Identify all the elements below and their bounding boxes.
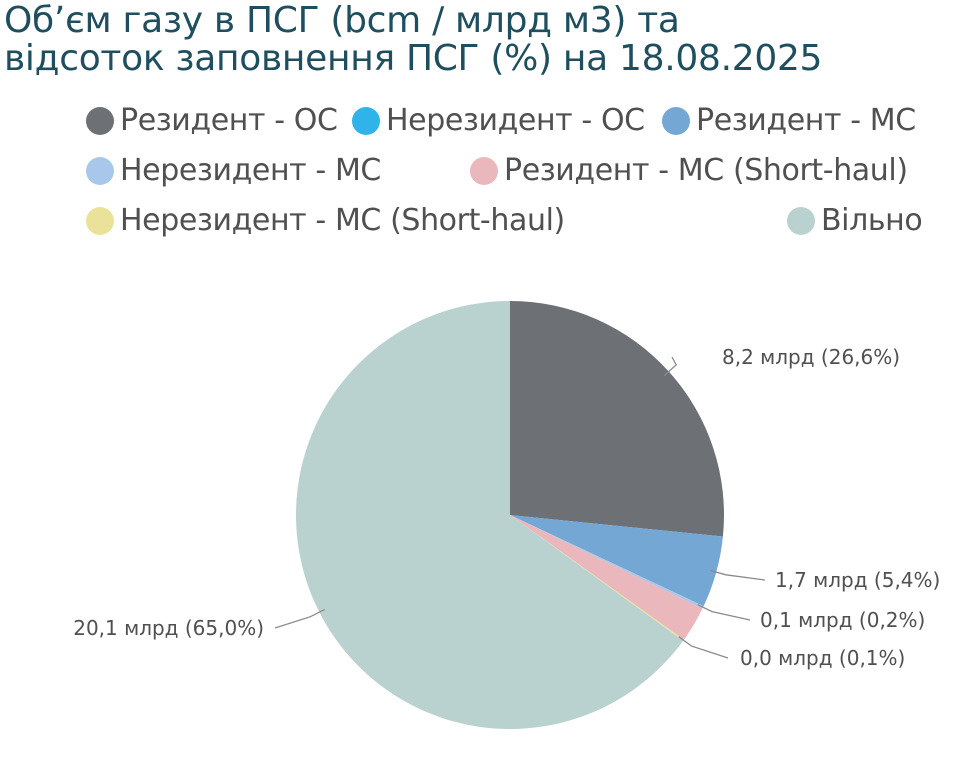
legend-swatch-nonresident-ms-short-haul <box>86 206 114 235</box>
legend-item-free: Вільно <box>787 203 923 238</box>
legend-label-free: Вільно <box>821 203 923 238</box>
pie-slice-0 <box>510 301 725 537</box>
legend-swatch-free <box>787 206 815 235</box>
legend-label-nonresident-ms: Нерезидент - МС <box>120 153 381 188</box>
legend-swatch-resident-ms-short-haul <box>470 156 498 185</box>
legend-swatch-resident-ms <box>662 106 690 135</box>
chart-title-line-1: Об’єм газу в ПСГ (bcm / млрд м3) та <box>4 0 680 41</box>
data-label-3: 0,1 млрд (0,2%) <box>760 608 925 632</box>
legend-item-resident-os: Резидент - ОС <box>86 103 338 138</box>
chart-legend: Резидент - ОС Нерезидент - ОС Резидент -… <box>0 0 980 260</box>
legend-swatch-nonresident-os <box>352 106 380 135</box>
chart-title: Об’єм газу в ПСГ (bcm / млрд м3) та відс… <box>4 2 964 78</box>
legend-item-resident-ms: Резидент - МС <box>662 103 916 138</box>
legend-label-resident-ms: Резидент - МС <box>696 103 916 138</box>
legend-label-nonresident-ms-short-haul: Нерезидент - МС (Short-haul) <box>120 203 565 238</box>
legend-item-nonresident-os: Нерезидент - ОС <box>352 103 645 138</box>
leader-line-3 <box>697 604 751 621</box>
pie-slice-6 <box>296 301 684 729</box>
legend-item-nonresident-ms-short-haul: Нерезидент - МС (Short-haul) <box>86 203 565 238</box>
data-label-6: 20,1 млрд (65,0%) <box>73 616 264 640</box>
pie-slice-2 <box>510 515 723 607</box>
pie-slice-4 <box>510 515 703 640</box>
legend-label-nonresident-os: Нерезидент - ОС <box>386 103 645 138</box>
legend-item-resident-ms-short-haul: Резидент - МС (Short-haul) <box>470 153 908 188</box>
data-label-0: 8,2 млрд (26,6%) <box>722 345 900 369</box>
data-label-2: 1,7 млрд (5,4%) <box>775 568 940 592</box>
legend-item-nonresident-ms: Нерезидент - МС <box>86 153 381 188</box>
leader-line-6 <box>274 608 325 629</box>
legend-label-resident-ms-short-haul: Резидент - МС (Short-haul) <box>504 153 908 188</box>
chart-title-line-2: відсоток заповнення ПСГ (%) на 18.08.202… <box>4 38 823 79</box>
leader-line-0 <box>663 356 678 376</box>
pie-slice-5 <box>510 515 684 641</box>
legend-swatch-resident-os <box>86 106 114 135</box>
data-label-5: 0,0 млрд (0,1%) <box>740 646 905 670</box>
legend-label-resident-os: Резидент - ОС <box>120 103 338 138</box>
legend-swatch-nonresident-ms <box>86 156 114 185</box>
leader-line-5 <box>678 636 729 659</box>
leader-line-2 <box>710 569 766 581</box>
pie-slice-3 <box>510 515 704 609</box>
